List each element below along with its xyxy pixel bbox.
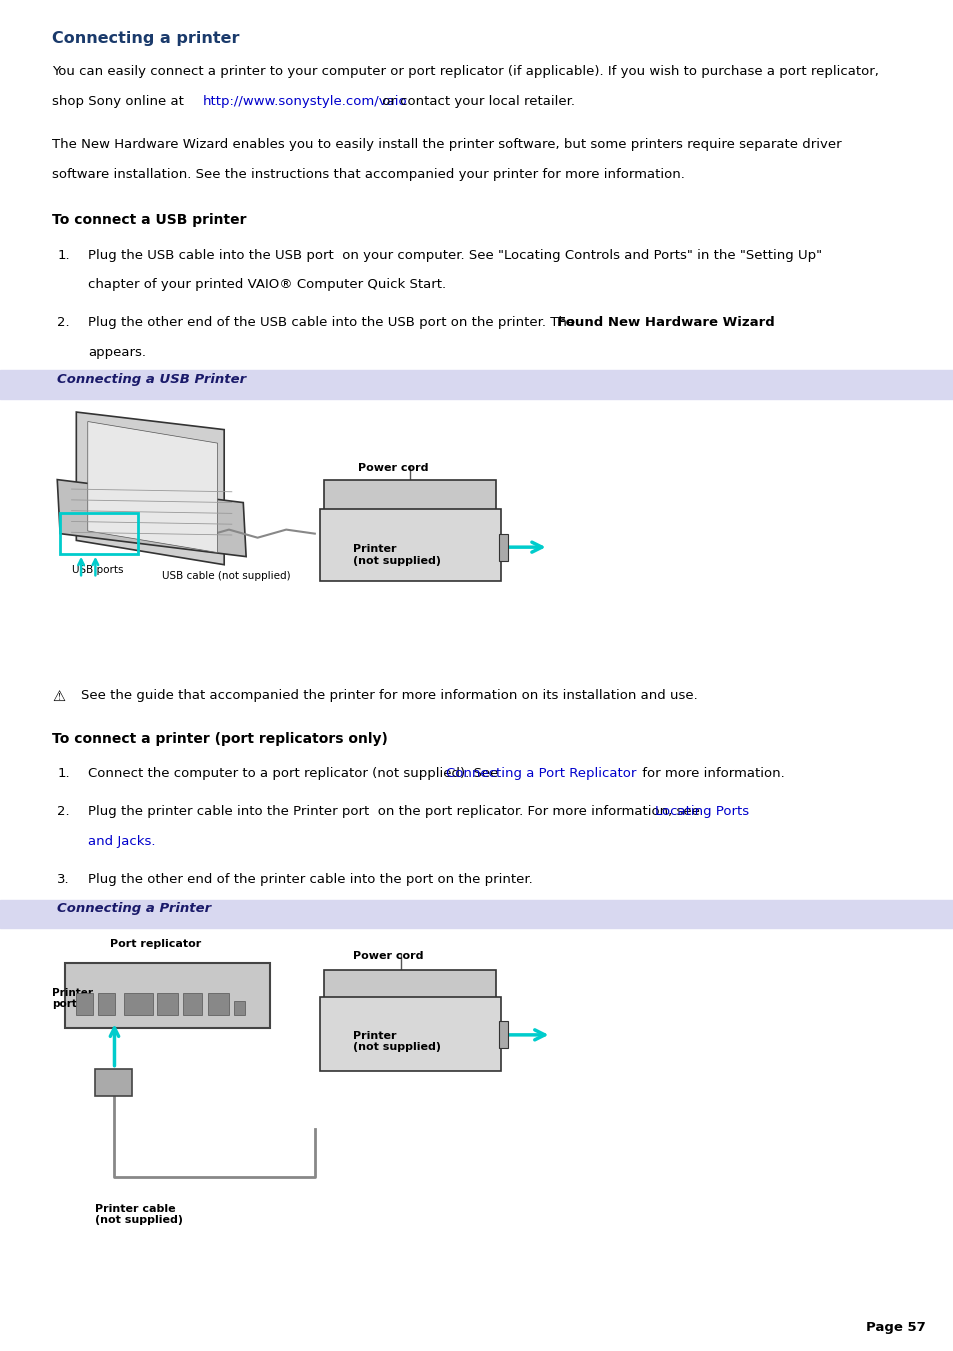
Text: Plug the USB cable into the USB port  on your computer. See "Locating Controls a: Plug the USB cable into the USB port on … [88,249,821,262]
Bar [76,993,93,1015]
Bar [498,534,508,561]
Text: Page 57: Page 57 [864,1321,924,1335]
Text: Connecting a printer: Connecting a printer [52,31,240,46]
Text: Power cord: Power cord [357,463,428,473]
Polygon shape [324,970,496,1004]
Text: Power cord: Power cord [353,951,423,961]
Text: chapter of your printed VAIO® Computer Quick Start.: chapter of your printed VAIO® Computer Q… [88,278,445,292]
Bar [157,993,178,1015]
Text: and Jacks.: and Jacks. [88,835,155,848]
Text: for more information.: for more information. [638,767,784,781]
Text: See the guide that accompanied the printer for more information on its installat: See the guide that accompanied the print… [81,689,697,703]
Polygon shape [57,480,246,557]
Text: Connect the computer to a port replicator (not supplied). See: Connect the computer to a port replicato… [88,767,502,781]
Text: You can easily connect a printer to your computer or port replicator (if applica: You can easily connect a printer to your… [52,65,879,78]
Text: Printer
(not supplied): Printer (not supplied) [353,1031,440,1052]
Text: To connect a printer (port replicators only): To connect a printer (port replicators o… [52,732,388,746]
Text: http://www.sonystyle.com/vaio: http://www.sonystyle.com/vaio [203,95,407,108]
Bar [208,993,229,1015]
Text: 2.: 2. [57,805,70,819]
Text: 1.: 1. [57,767,70,781]
Text: Connecting a USB Printer: Connecting a USB Printer [57,373,246,386]
Text: software installation. See the instructions that accompanied your printer for mo: software installation. See the instructi… [52,168,684,181]
Text: Printer cable
(not supplied): Printer cable (not supplied) [95,1204,183,1225]
Text: USB cable (not supplied): USB cable (not supplied) [162,571,291,581]
Polygon shape [76,412,224,565]
Text: The New Hardware Wizard enables you to easily install the printer software, but : The New Hardware Wizard enables you to e… [52,138,841,151]
Text: Connecting a Port Replicator: Connecting a Port Replicator [445,767,636,781]
Text: 3.: 3. [57,873,70,886]
Text: Plug the other end of the USB cable into the USB port on the printer. The: Plug the other end of the USB cable into… [88,316,578,330]
Text: Found New Hardware Wizard: Found New Hardware Wizard [557,316,774,330]
Text: Port replicator: Port replicator [110,939,201,948]
Bar [0,370,953,399]
Text: Plug the other end of the printer cable into the port on the printer.: Plug the other end of the printer cable … [88,873,532,886]
Text: 1.: 1. [57,249,70,262]
Bar [498,1021,508,1048]
Bar [60,513,138,554]
Text: appears.: appears. [88,346,146,359]
Text: Connecting a Printer: Connecting a Printer [57,902,212,916]
Text: Printer
port: Printer port [52,988,93,1009]
Bar [233,1001,245,1015]
Bar [124,993,152,1015]
Text: Printer
(not supplied): Printer (not supplied) [353,544,440,566]
Bar [95,1069,132,1096]
Text: USB ports: USB ports [71,565,123,574]
Bar [0,900,953,928]
Text: To connect a USB printer: To connect a USB printer [52,213,247,227]
Text: or contact your local retailer.: or contact your local retailer. [377,95,574,108]
Text: ⚠: ⚠ [52,689,66,704]
Text: shop Sony online at: shop Sony online at [52,95,189,108]
Text: Plug the printer cable into the Printer port  on the port replicator. For more i: Plug the printer cable into the Printer … [88,805,703,819]
Polygon shape [88,422,217,553]
Polygon shape [319,509,500,581]
Polygon shape [319,997,500,1071]
Polygon shape [324,480,496,517]
Text: 2.: 2. [57,316,70,330]
Bar [65,963,270,1028]
Bar [98,993,115,1015]
Text: Locating Ports: Locating Ports [655,805,749,819]
Bar [183,993,202,1015]
